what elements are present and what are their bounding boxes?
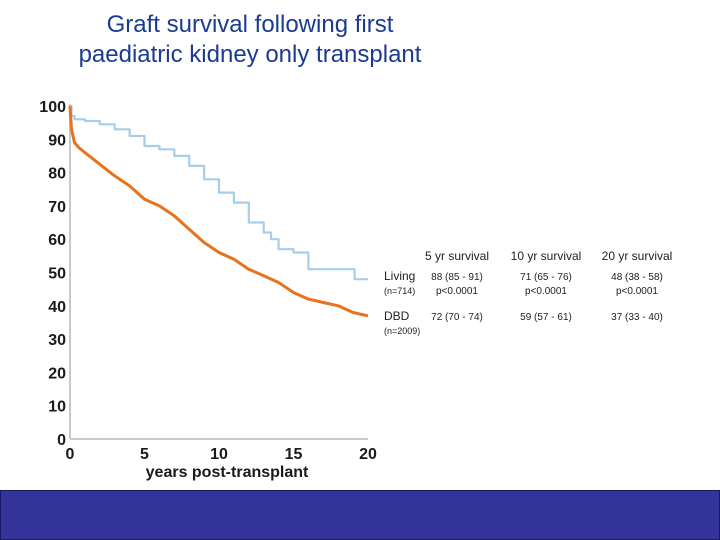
survival-chart: 0 10 20 30 40 50 60 70 80 90 100 0 5 10 15 20 years post… — [39, 99, 672, 481]
y-tick-label: 100 — [39, 99, 66, 116]
x-tick-label: 20 — [359, 446, 377, 463]
chart-title-line-1: Graft survival following first — [106, 11, 394, 38]
chart-series — [68, 104, 369, 318]
table-cell-value: 71 (65 - 76) — [520, 272, 572, 283]
series-line-living — [70, 104, 368, 281]
y-tick-label: 60 — [48, 232, 66, 249]
y-tick-label: 50 — [48, 266, 66, 283]
x-tick-label: 10 — [210, 446, 228, 463]
y-tick-label: 30 — [48, 332, 66, 349]
table-header: 10 yr survival — [511, 249, 582, 263]
table-cell-pvalue: p<0.0001 — [616, 286, 658, 297]
y-tick-label: 70 — [48, 199, 66, 216]
table-cell-pvalue: p<0.0001 — [436, 286, 478, 297]
table-header: 20 yr survival — [602, 249, 673, 263]
table-cell-value: 59 (57 - 61) — [520, 312, 572, 323]
chart-axes: 0 10 20 30 40 50 60 70 80 90 100 0 5 10 15 20 years post… — [39, 99, 377, 481]
x-tick-label: 5 — [140, 446, 149, 463]
table-cell-value: 72 (70 - 74) — [431, 312, 483, 323]
y-tick-label: 40 — [48, 299, 66, 316]
y-tick-label: 0 — [57, 432, 66, 449]
y-tick-label: 10 — [48, 399, 66, 416]
table-row-group: Living — [384, 269, 415, 283]
series-line-dbd — [68, 105, 369, 318]
table-cell-value: 48 (38 - 58) — [611, 272, 663, 283]
table-header: 5 yr survival — [425, 249, 489, 263]
y-tick-label: 20 — [48, 365, 66, 382]
table-cell-pvalue: p<0.0001 — [525, 286, 567, 297]
survival-table: 5 yr survival 10 yr survival 20 yr surviva… — [384, 249, 672, 336]
table-row-group: DBD — [384, 309, 410, 323]
chart-title-line-2: paediatric kidney only transplant — [78, 41, 422, 68]
table-row-n: (n=714) — [384, 286, 415, 296]
y-tick-label: 90 — [48, 132, 66, 149]
x-tick-label: 15 — [285, 446, 303, 463]
table-cell-value: 88 (85 - 91) — [431, 272, 483, 283]
x-tick-label: 0 — [66, 446, 75, 463]
x-axis-label: years post-transplant — [146, 464, 309, 481]
chart-title: Graft survival following first paediatri… — [0, 10, 500, 70]
table-row-n: (n=2009) — [384, 326, 420, 336]
y-tick-label: 80 — [48, 166, 66, 183]
table-cell-value: 37 (33 - 40) — [611, 312, 663, 323]
footer-bar — [0, 490, 720, 540]
